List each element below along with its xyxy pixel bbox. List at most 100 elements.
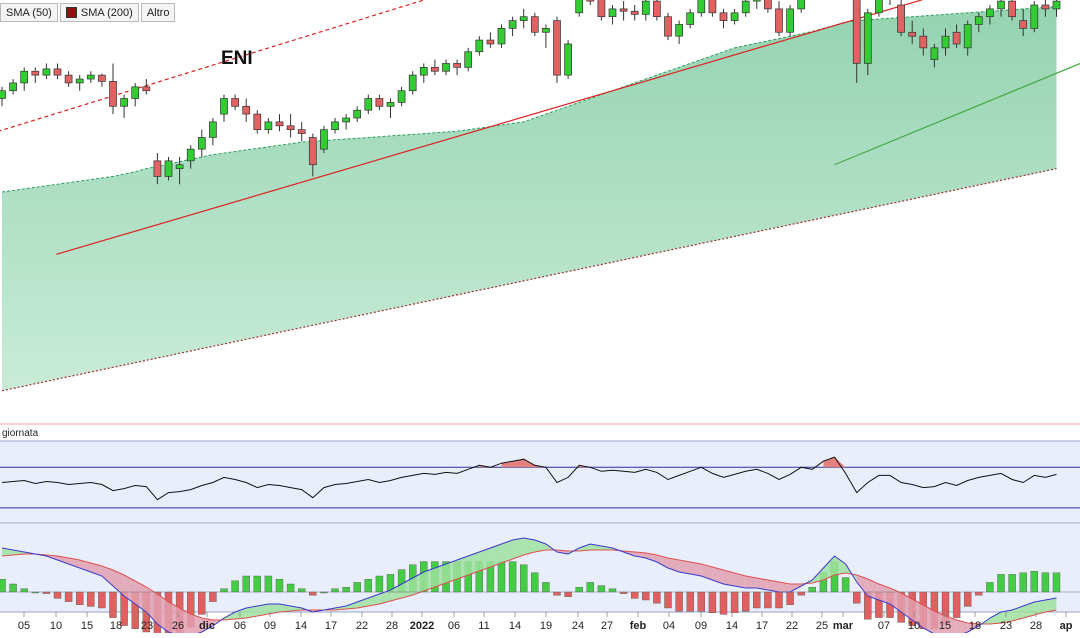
candle-body — [653, 1, 660, 17]
candle-body — [520, 17, 527, 21]
legend-altro[interactable]: Altro — [141, 3, 176, 22]
x-tick-label: 17 — [325, 620, 337, 632]
macd-histogram-bar — [565, 592, 572, 597]
macd-histogram-bar — [54, 592, 61, 598]
macd-histogram-bar — [298, 589, 305, 592]
candle-body — [931, 48, 938, 60]
macd-histogram-bar — [709, 592, 716, 613]
candle-body — [964, 24, 971, 47]
candle-body — [443, 63, 450, 71]
macd-histogram-bar — [87, 592, 94, 606]
legend-sma200-label: SMA (200) — [81, 7, 133, 19]
candle-body — [764, 0, 771, 9]
candle-body — [398, 91, 405, 103]
candle-body — [565, 44, 572, 75]
candle-body — [320, 130, 327, 149]
candle-body — [953, 32, 960, 44]
candle-body — [76, 79, 83, 83]
candle-body — [598, 0, 605, 17]
macd-histogram-bar — [332, 589, 339, 592]
candle-body — [198, 137, 205, 149]
candle-body — [98, 75, 105, 81]
macd-histogram-bar — [998, 574, 1005, 592]
candle-body — [1020, 21, 1027, 29]
rsi-panel-bg — [0, 441, 1080, 523]
candle-body — [554, 21, 561, 76]
macd-histogram-bar — [753, 592, 760, 608]
macd-histogram-bar — [853, 592, 860, 603]
candle-body — [1053, 1, 1060, 9]
candle-body — [1009, 1, 1016, 17]
x-tick-label: 14 — [726, 620, 738, 632]
x-tick-label: 28 — [1030, 620, 1042, 632]
candle-body — [343, 118, 350, 122]
candle-up — [787, 5, 794, 36]
candle-body — [731, 13, 738, 21]
x-tick-label: 18 — [110, 620, 122, 632]
macd-histogram-bar — [498, 562, 505, 592]
candle-body — [787, 9, 794, 32]
x-tick-label: 14 — [295, 620, 307, 632]
candle-up — [320, 126, 327, 153]
x-tick-label: 06 — [234, 620, 246, 632]
x-tick-label: 22 — [786, 620, 798, 632]
legend-sma50[interactable]: SMA (50) — [0, 3, 58, 22]
x-tick-label: 09 — [264, 620, 276, 632]
x-tick-label: 23 — [1000, 620, 1012, 632]
candle-body — [620, 9, 627, 11]
x-tick-label: dic — [199, 620, 215, 632]
macd-histogram-bar — [531, 573, 538, 592]
x-tick-label: 15 — [81, 620, 93, 632]
candle-body — [609, 9, 616, 17]
candle-body — [376, 99, 383, 107]
candle-body — [431, 67, 438, 71]
macd-histogram-bar — [653, 592, 660, 603]
candle-body — [43, 69, 50, 75]
legend-sma200[interactable]: SMA (200) — [60, 3, 139, 22]
candle-body — [975, 17, 982, 25]
macd-histogram-bar — [798, 592, 805, 595]
candle-body — [10, 83, 17, 91]
candle-body — [998, 1, 1005, 9]
candle-body — [365, 99, 372, 111]
candle-body — [986, 9, 993, 17]
candle-body — [742, 1, 749, 13]
x-tick-label: 24 — [572, 620, 584, 632]
candle-body — [476, 40, 483, 52]
macd-histogram-bar — [309, 592, 316, 595]
macd-histogram-bar — [509, 562, 516, 592]
candle-body — [753, 0, 760, 1]
macd-histogram-bar — [720, 592, 727, 614]
candle-body — [387, 102, 394, 106]
candle-body — [1042, 5, 1049, 9]
legend-sma50-label: SMA (50) — [6, 7, 52, 19]
candle-body — [542, 28, 549, 32]
x-tick-label: feb — [630, 620, 647, 632]
x-tick-label: 06 — [448, 620, 460, 632]
candle-down — [665, 13, 672, 40]
macd-histogram-bar — [964, 592, 971, 606]
candle-body — [498, 28, 505, 44]
x-tick-label: 10 — [908, 620, 920, 632]
candle-body — [287, 126, 294, 130]
macd-histogram-bar — [243, 576, 250, 592]
macd-histogram-bar — [542, 582, 549, 592]
candle-body — [1031, 5, 1038, 28]
candle-body — [176, 165, 183, 169]
macd-histogram-bar — [1053, 573, 1060, 592]
macd-histogram-bar — [376, 576, 383, 592]
macd-histogram-bar — [265, 576, 272, 592]
candle-body — [265, 122, 272, 130]
candle-body — [54, 69, 61, 75]
macd-histogram-bar — [986, 582, 993, 592]
candle-up — [1031, 1, 1038, 32]
macd-histogram-bar — [21, 589, 28, 592]
macd-histogram-bar — [576, 587, 583, 592]
legend-sma200-swatch — [66, 7, 77, 18]
candle-body — [243, 106, 250, 114]
macd-histogram-bar — [1009, 574, 1016, 592]
macd-histogram-bar — [221, 589, 228, 592]
candle-body — [65, 75, 72, 83]
candle-body — [687, 13, 694, 25]
candle-body — [509, 21, 516, 29]
